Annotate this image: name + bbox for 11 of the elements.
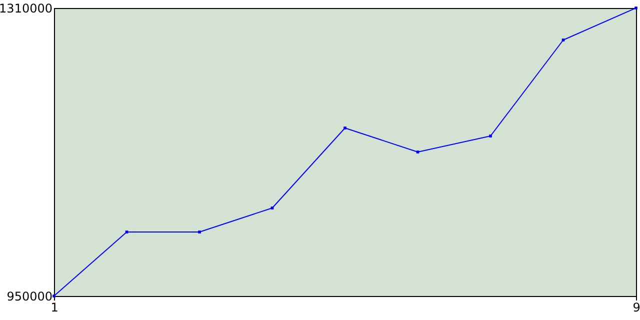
x-tick-label: 9 [632, 300, 640, 314]
x-tick-label: 1 [50, 300, 58, 314]
line-series [52, 6, 638, 298]
y-tick-label: 950000 [6, 290, 52, 304]
point [270, 206, 274, 210]
point [52, 294, 56, 298]
point [562, 38, 565, 42]
point [634, 6, 638, 10]
y-tick-label: 1310000 [0, 2, 52, 16]
point [125, 230, 128, 234]
point [416, 150, 420, 154]
